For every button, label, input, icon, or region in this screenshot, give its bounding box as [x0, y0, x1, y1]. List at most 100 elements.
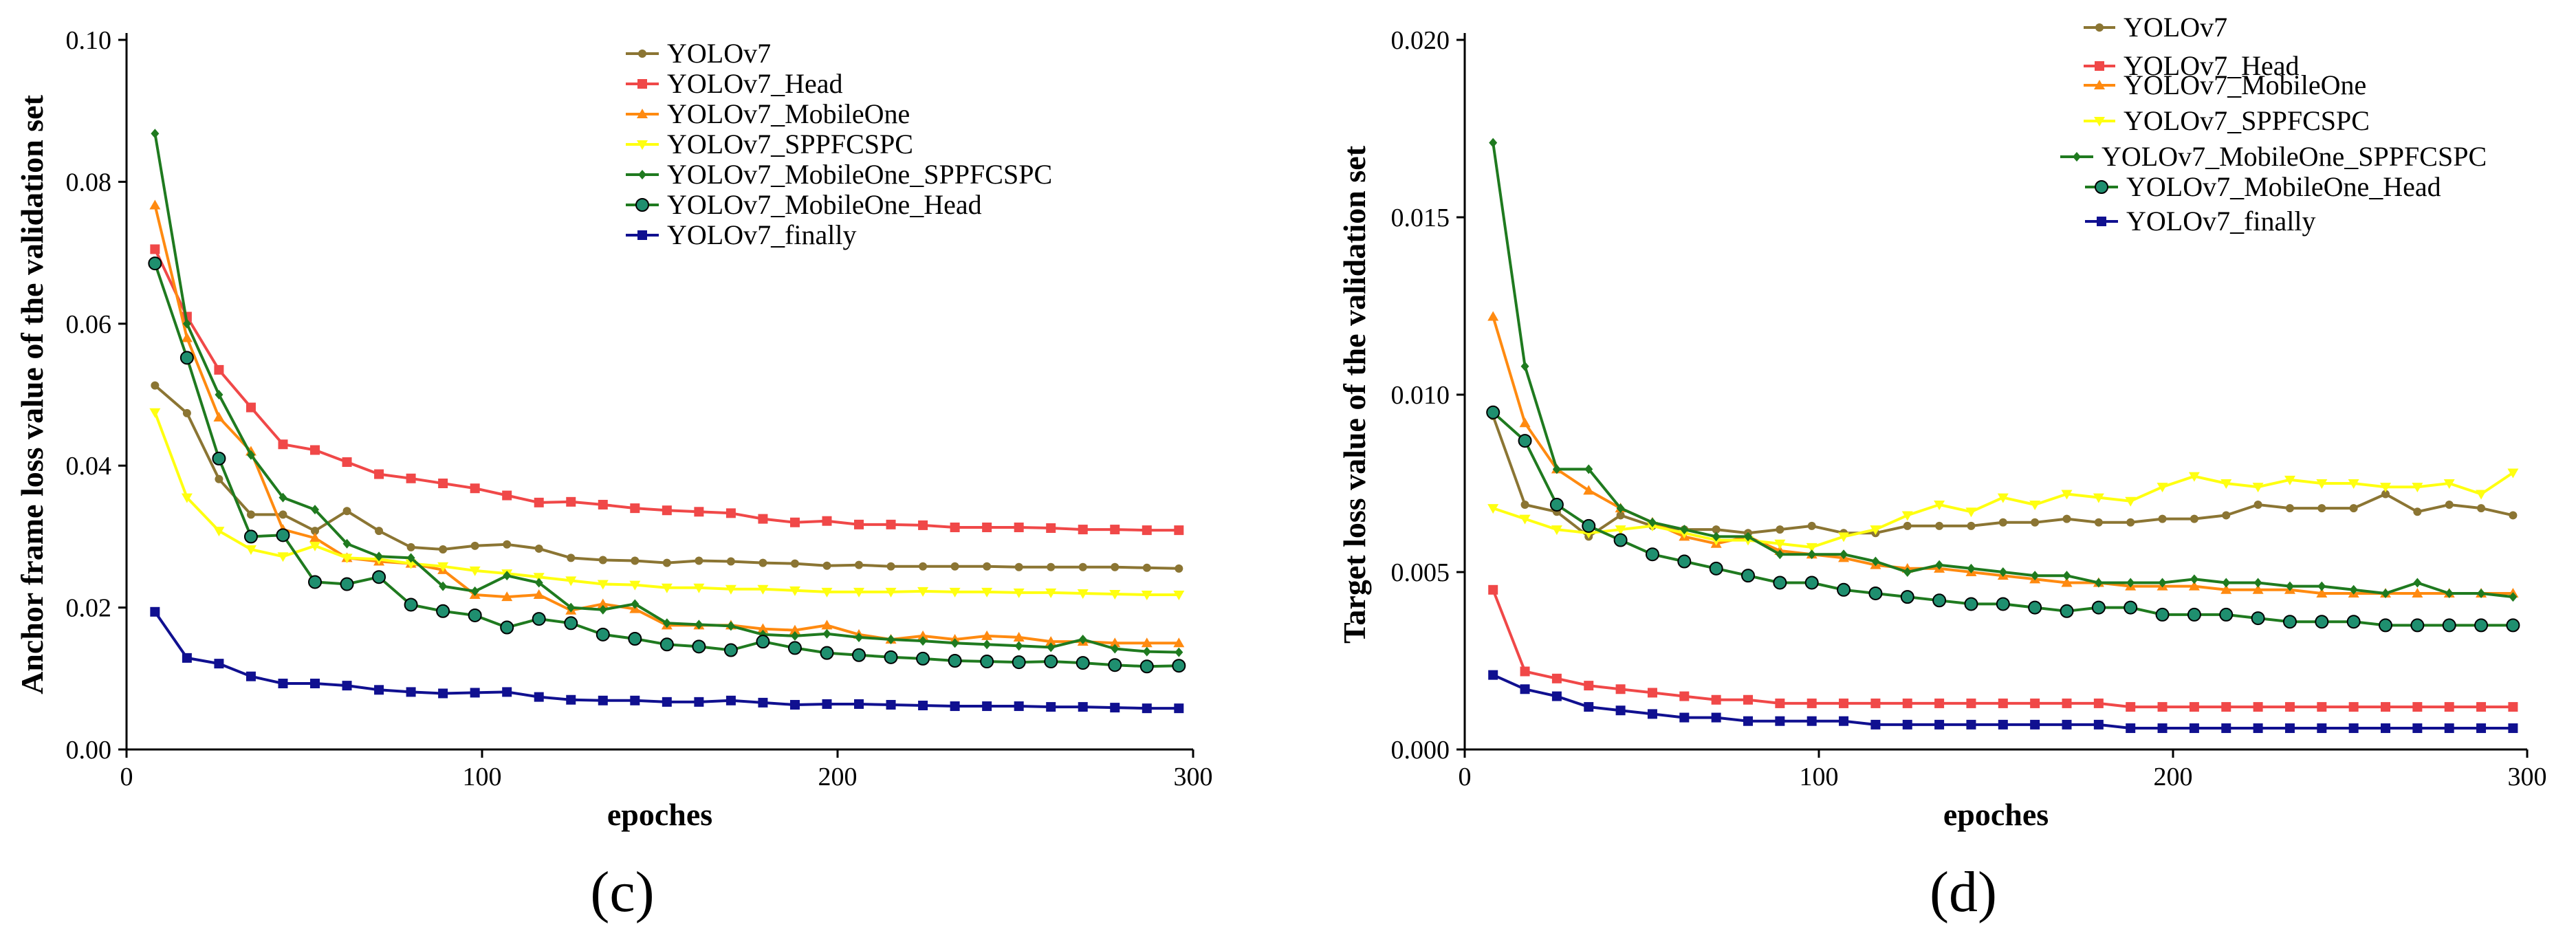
data-point — [822, 516, 832, 526]
data-point — [1108, 658, 1122, 672]
data-point — [821, 620, 833, 630]
data-point — [2190, 574, 2198, 584]
data-point — [148, 256, 162, 271]
data-point — [2349, 584, 2358, 595]
data-point — [2284, 723, 2295, 734]
data-point — [981, 630, 993, 640]
data-point — [983, 639, 992, 650]
data-point — [470, 586, 479, 596]
data-point — [372, 570, 386, 584]
data-point — [596, 627, 610, 642]
data-point — [2476, 490, 2487, 500]
data-point — [150, 244, 160, 254]
data-point — [470, 541, 479, 550]
data-point — [2030, 719, 2040, 730]
data-point — [2477, 504, 2486, 513]
data-point — [2412, 483, 2423, 493]
data-point — [1741, 569, 1755, 583]
data-point — [884, 650, 898, 664]
data-point — [1839, 716, 1849, 726]
data-point — [1645, 547, 1659, 562]
data-point — [1613, 533, 1628, 547]
series-yolov7 — [1489, 411, 2518, 541]
data-point — [950, 522, 960, 532]
data-point — [215, 390, 223, 399]
data-point — [213, 412, 225, 422]
data-point — [1047, 562, 1056, 571]
data-point — [502, 490, 512, 501]
data-point — [692, 639, 706, 654]
data-point — [1139, 659, 1154, 674]
data-point — [1142, 525, 1152, 536]
data-point — [181, 493, 193, 503]
data-point — [246, 510, 255, 519]
legend-marker — [2095, 180, 2108, 194]
data-point — [2410, 618, 2425, 633]
data-point — [790, 631, 799, 641]
data-point — [1997, 493, 2009, 503]
data-point — [1046, 523, 1056, 534]
data-point — [181, 332, 193, 342]
legend-label: YOLOv7 — [667, 38, 771, 69]
data-point — [1807, 716, 1817, 726]
data-point — [757, 584, 769, 595]
data-point — [662, 505, 672, 516]
data-point — [597, 580, 609, 590]
data-point — [886, 519, 896, 529]
data-point — [1709, 561, 1723, 576]
data-point — [2412, 587, 2423, 598]
data-point — [822, 699, 832, 709]
data-point — [1520, 684, 1530, 694]
data-point — [1519, 417, 1531, 428]
x-axis-title: epoches — [607, 797, 712, 832]
data-point — [1773, 576, 1787, 590]
data-point — [438, 479, 448, 488]
data-point — [758, 697, 768, 708]
data-point — [2252, 584, 2264, 594]
data-point — [310, 445, 320, 455]
data-point — [1111, 644, 1120, 654]
data-point — [2253, 500, 2262, 509]
data-point — [787, 641, 802, 655]
series-line — [1492, 142, 2513, 599]
data-point — [1932, 593, 1947, 608]
series-yolov7-mobileone-sppfcspc — [1489, 138, 2518, 602]
data-point — [243, 529, 258, 544]
data-point — [1142, 563, 1151, 572]
y-tick-label: 0.02 — [66, 594, 112, 623]
data-point — [567, 602, 576, 613]
data-point — [2222, 578, 2231, 588]
data-point — [2317, 723, 2327, 734]
data-point — [983, 562, 992, 571]
data-point — [278, 679, 288, 689]
data-point — [1807, 549, 1816, 560]
data-point — [214, 364, 224, 375]
data-point — [1868, 586, 1883, 600]
data-point — [2380, 483, 2391, 493]
data-point — [182, 318, 191, 329]
data-point — [885, 587, 897, 598]
data-point — [2317, 504, 2326, 513]
data-point — [1775, 698, 1785, 708]
data-point — [725, 584, 736, 595]
data-point — [1486, 405, 1500, 419]
data-point — [950, 562, 959, 571]
x-tick-label: 300 — [1174, 763, 1213, 791]
data-point — [342, 538, 351, 549]
data-point — [151, 381, 160, 390]
series-yolov7-finally — [150, 606, 1184, 714]
data-point — [661, 583, 673, 593]
data-point — [277, 552, 289, 562]
data-point — [2220, 479, 2232, 489]
data-point — [1141, 591, 1153, 601]
data-point — [2284, 475, 2295, 485]
data-point — [1998, 518, 2007, 527]
data-point — [659, 637, 674, 652]
data-point — [725, 695, 736, 705]
data-point — [1775, 716, 1785, 726]
data-point — [820, 646, 834, 660]
data-point — [598, 604, 607, 615]
data-point — [886, 562, 895, 571]
legend-label: YOLOv7_MobileOne — [667, 98, 910, 129]
data-point — [950, 638, 959, 648]
